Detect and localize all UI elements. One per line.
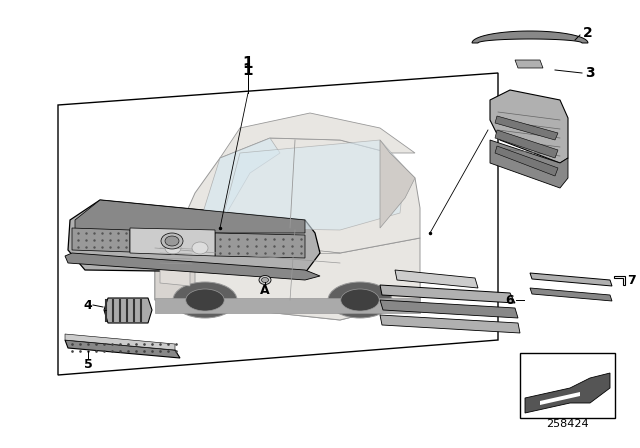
Polygon shape xyxy=(525,373,610,413)
Polygon shape xyxy=(380,300,518,318)
Polygon shape xyxy=(155,238,420,320)
Polygon shape xyxy=(72,228,130,252)
Polygon shape xyxy=(495,116,558,140)
Polygon shape xyxy=(65,253,320,280)
Ellipse shape xyxy=(165,242,181,254)
Polygon shape xyxy=(75,200,305,233)
Text: 258424: 258424 xyxy=(546,419,588,429)
Polygon shape xyxy=(130,228,215,256)
Text: 6: 6 xyxy=(506,293,515,306)
Polygon shape xyxy=(380,285,515,303)
Polygon shape xyxy=(220,113,415,158)
Ellipse shape xyxy=(165,236,179,246)
Polygon shape xyxy=(175,138,420,253)
Polygon shape xyxy=(472,31,588,43)
Polygon shape xyxy=(68,200,320,273)
Ellipse shape xyxy=(161,233,183,249)
Polygon shape xyxy=(495,146,558,176)
Text: 5: 5 xyxy=(84,358,92,370)
Text: 3: 3 xyxy=(585,66,595,80)
Ellipse shape xyxy=(259,276,271,284)
Polygon shape xyxy=(495,130,558,158)
Polygon shape xyxy=(215,233,305,258)
Polygon shape xyxy=(540,392,580,405)
Polygon shape xyxy=(160,265,190,286)
Polygon shape xyxy=(104,298,152,323)
Ellipse shape xyxy=(192,242,208,254)
Ellipse shape xyxy=(328,282,392,318)
Polygon shape xyxy=(155,238,195,300)
Ellipse shape xyxy=(341,289,380,311)
Polygon shape xyxy=(490,90,568,163)
Text: 4: 4 xyxy=(84,298,92,311)
Text: 1: 1 xyxy=(243,63,253,78)
Polygon shape xyxy=(155,270,420,320)
Polygon shape xyxy=(530,273,612,286)
Ellipse shape xyxy=(186,289,224,311)
Polygon shape xyxy=(380,315,520,333)
Polygon shape xyxy=(65,340,180,358)
Polygon shape xyxy=(195,138,280,238)
Polygon shape xyxy=(220,140,405,230)
Ellipse shape xyxy=(173,282,237,318)
Text: 2: 2 xyxy=(583,26,593,40)
FancyBboxPatch shape xyxy=(520,353,615,418)
Ellipse shape xyxy=(262,277,269,283)
Text: 1: 1 xyxy=(243,56,253,70)
Polygon shape xyxy=(395,270,478,288)
Polygon shape xyxy=(65,334,175,350)
Polygon shape xyxy=(530,288,612,301)
Polygon shape xyxy=(155,298,420,313)
Text: A: A xyxy=(260,284,270,297)
Polygon shape xyxy=(490,140,568,188)
Text: 7: 7 xyxy=(628,273,636,287)
Polygon shape xyxy=(515,60,543,68)
Polygon shape xyxy=(155,233,340,258)
Polygon shape xyxy=(380,140,415,228)
